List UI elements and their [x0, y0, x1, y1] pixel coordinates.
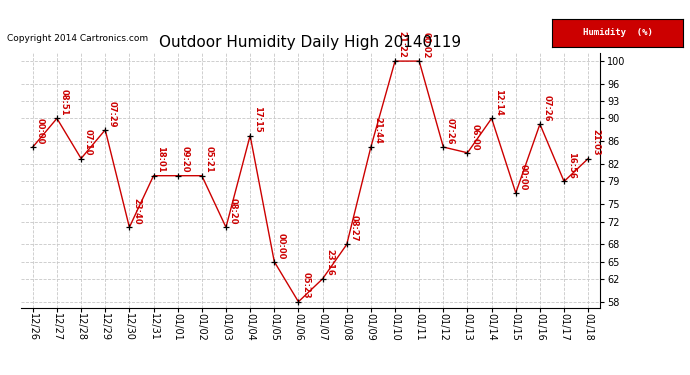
Text: 21:22: 21:22: [398, 32, 407, 58]
Text: 21:03: 21:03: [591, 129, 600, 156]
Title: Outdoor Humidity Daily High 20140119: Outdoor Humidity Daily High 20140119: [159, 35, 462, 50]
Text: 16:56: 16:56: [567, 152, 576, 178]
Text: 18:01: 18:01: [157, 146, 166, 173]
Text: 12:14: 12:14: [495, 89, 504, 116]
Text: 08:20: 08:20: [229, 198, 238, 225]
Text: 09:20: 09:20: [181, 146, 190, 173]
Text: 00:00: 00:00: [519, 164, 528, 190]
Text: 07:26: 07:26: [543, 95, 552, 122]
Text: 05:21: 05:21: [205, 146, 214, 173]
Text: 23:40: 23:40: [132, 198, 141, 225]
Text: 21:44: 21:44: [374, 117, 383, 144]
Text: 23:16: 23:16: [326, 249, 335, 276]
Text: 07:10: 07:10: [84, 129, 93, 156]
Text: Copyright 2014 Cartronics.com: Copyright 2014 Cartronics.com: [7, 34, 148, 43]
Text: 17:15: 17:15: [253, 106, 262, 133]
Text: 08:51: 08:51: [60, 89, 69, 116]
Text: 08:27: 08:27: [350, 215, 359, 242]
Text: 05:23: 05:23: [302, 272, 310, 299]
Text: 06:00: 06:00: [471, 123, 480, 150]
Text: 00:00: 00:00: [277, 232, 286, 259]
Text: 07:29: 07:29: [108, 100, 117, 127]
Text: Humidity  (%): Humidity (%): [582, 28, 653, 38]
Text: 00:00: 00:00: [36, 118, 45, 144]
Text: 07:26: 07:26: [446, 118, 455, 144]
Text: 00:02: 00:02: [422, 32, 431, 58]
